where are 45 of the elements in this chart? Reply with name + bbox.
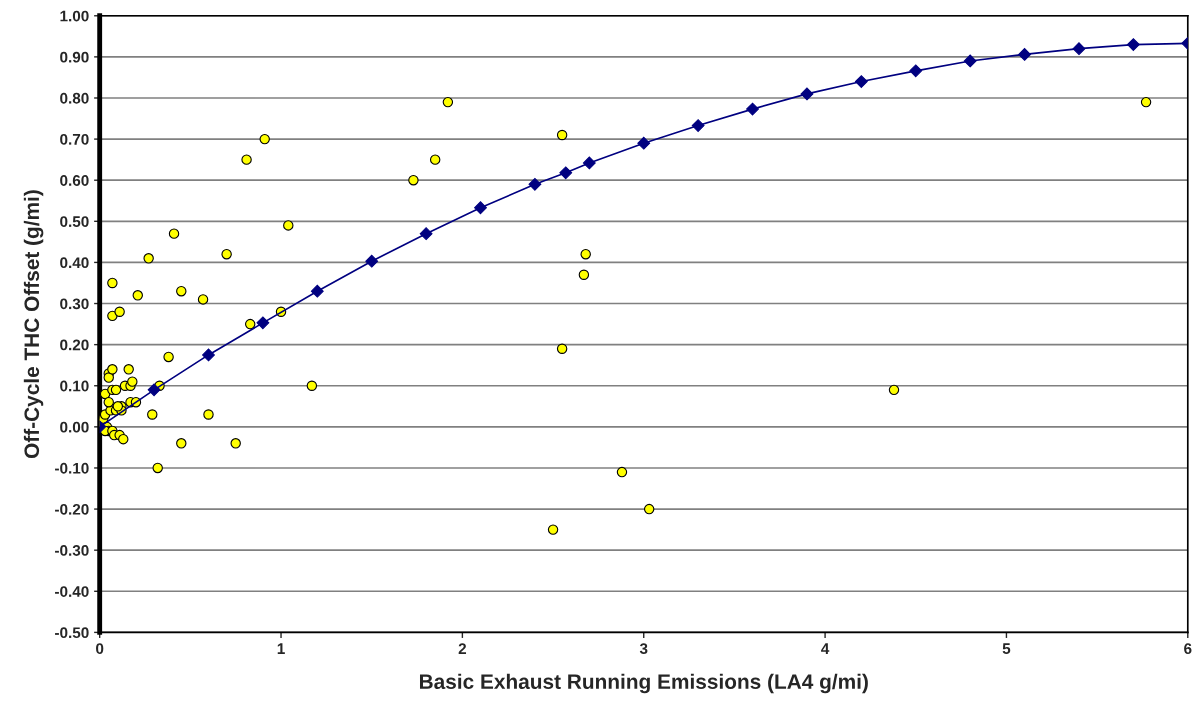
y-tick-label: 0.90 (60, 51, 89, 63)
y-tick-label: 0.80 (60, 92, 89, 104)
y-tick-label: -0.40 (55, 586, 89, 597)
point (528, 177, 542, 191)
y-axis-title: Off-Cycle THC Offset (g/mi) (23, 190, 44, 459)
y-tick-label: 0.30 (60, 298, 89, 310)
point (1018, 48, 1031, 61)
y-tick-label: 0.70 (60, 133, 89, 145)
y-tick-label: 0.50 (60, 216, 89, 227)
y-tick-label: 0.20 (60, 339, 89, 351)
y-tick-label: 0.00 (60, 421, 89, 433)
point (419, 227, 433, 241)
x-tick-label: 4 (821, 643, 830, 654)
point (1126, 38, 1140, 51)
x-tick-label: 5 (1002, 643, 1011, 655)
point (963, 54, 977, 68)
point (746, 102, 759, 116)
point (909, 64, 923, 78)
point (1072, 42, 1086, 56)
point (310, 284, 324, 298)
y-tick-label: -0.50 (55, 627, 89, 639)
y-tick-label: 0.60 (60, 175, 89, 186)
y-tick-label: -0.10 (55, 462, 89, 474)
y-tick-label: -0.20 (55, 503, 89, 515)
point (147, 383, 161, 397)
point (854, 75, 868, 88)
x-tick-label: 2 (458, 643, 467, 654)
x-tick-label: 3 (639, 643, 648, 655)
point (474, 201, 487, 215)
y-tick-label: 1.00 (60, 10, 89, 22)
point (559, 166, 573, 180)
x-tick-label: 1 (277, 643, 285, 654)
point (256, 316, 270, 330)
point (691, 119, 705, 132)
y-tick-label: 0.40 (60, 257, 89, 269)
x-axis-title: Basic Exhaust Running Emissions (LA4 g/mi) (419, 673, 868, 694)
x-tick-label: 6 (1184, 643, 1192, 655)
y-tick-label: 0.10 (60, 380, 89, 392)
point (202, 348, 215, 362)
x-tick-label: 0 (96, 643, 104, 655)
point (365, 254, 379, 268)
point (637, 136, 651, 150)
point (800, 87, 814, 101)
point (582, 156, 596, 170)
y-tick-label: -0.30 (55, 545, 89, 556)
